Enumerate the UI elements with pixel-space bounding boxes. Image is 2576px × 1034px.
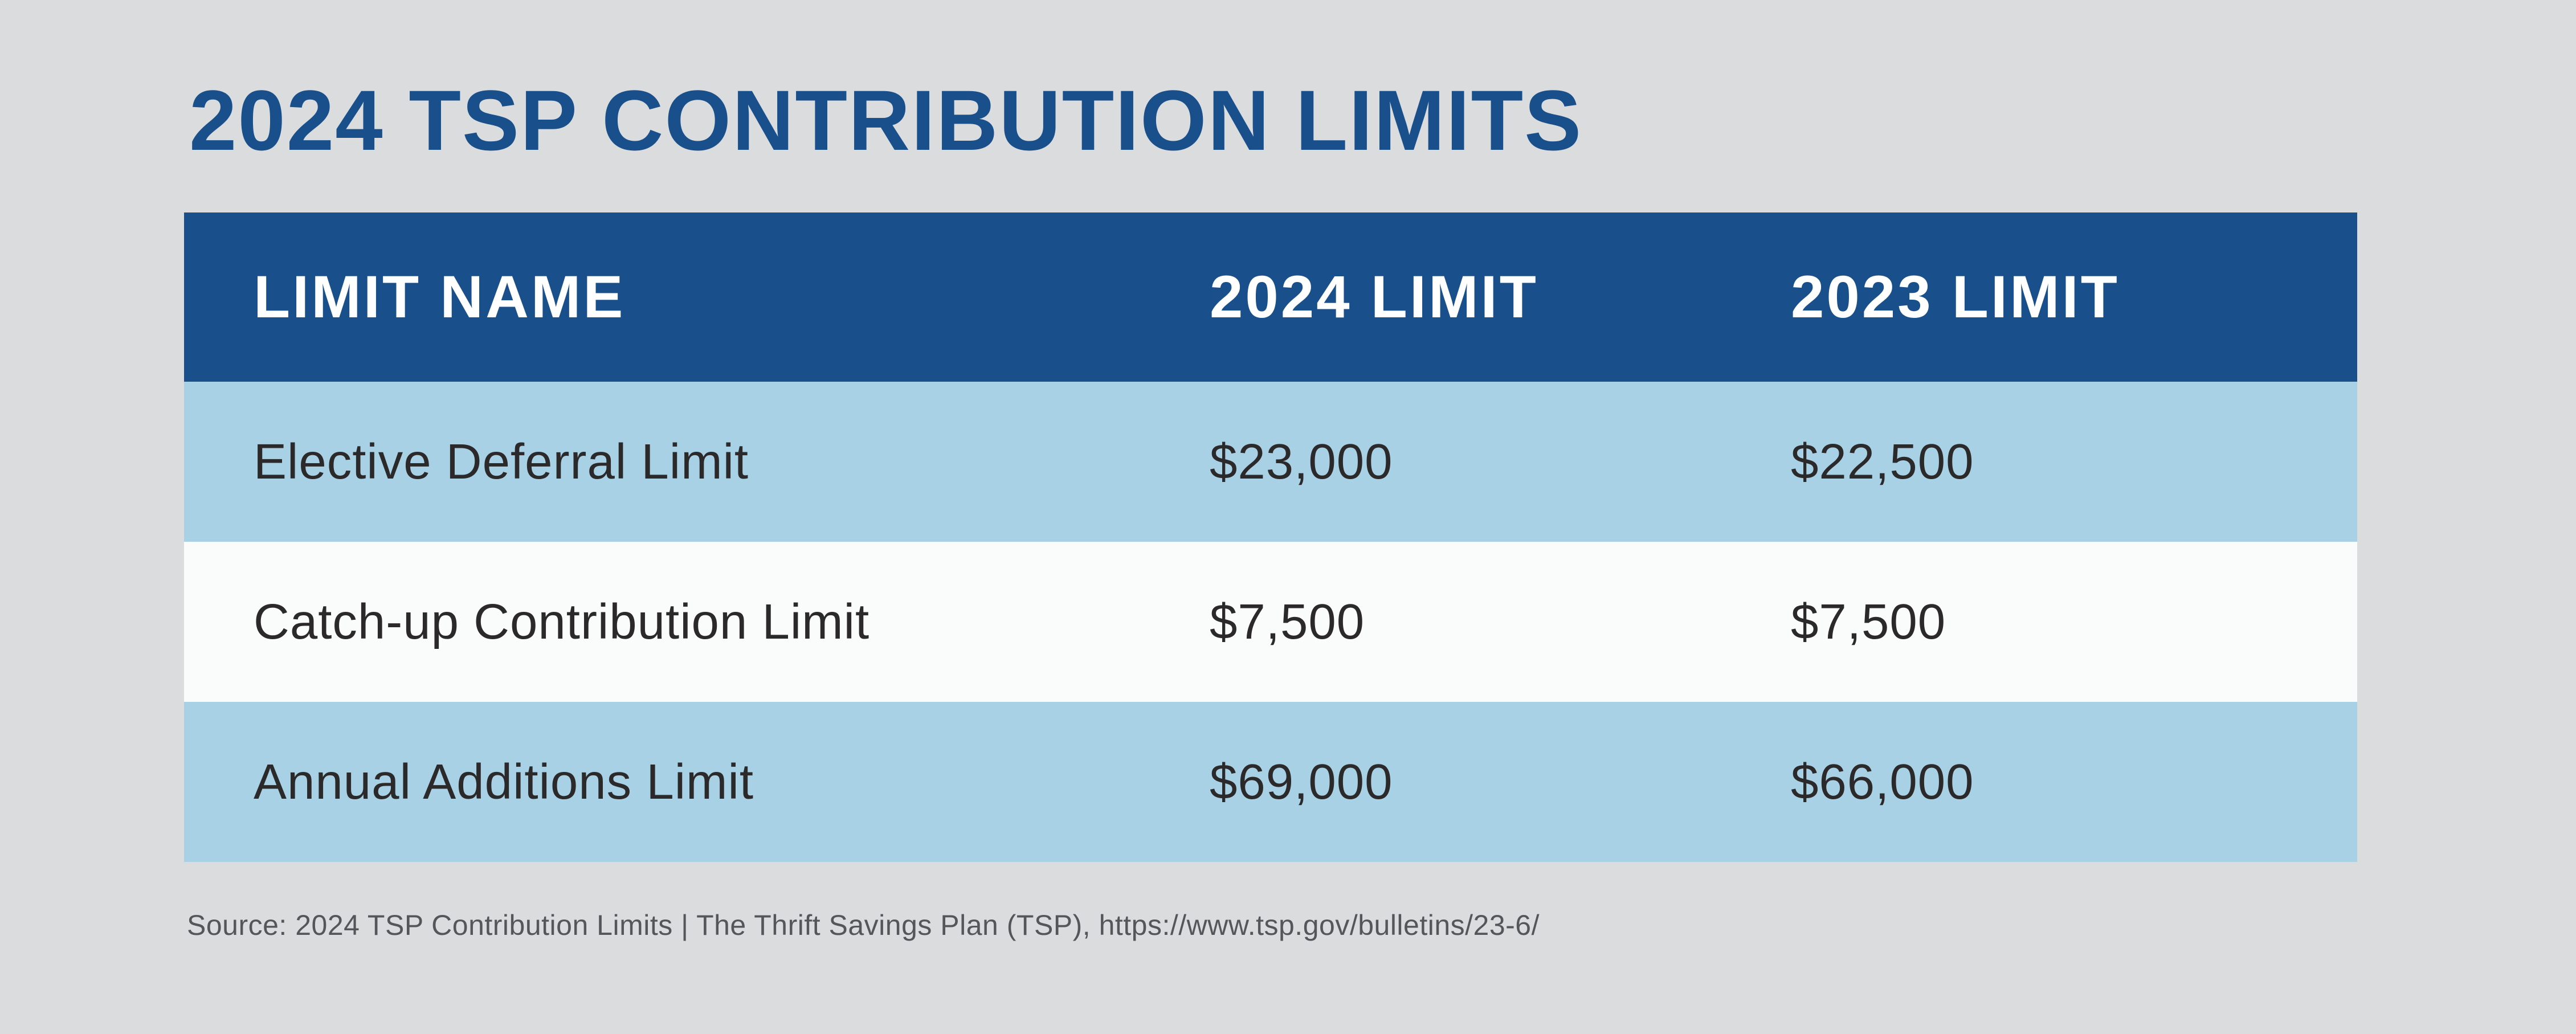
cell-2024-limit: $23,000 (1210, 434, 1393, 489)
cell-2023-limit: $7,500 (1791, 594, 1946, 649)
source-note: Source: 2024 TSP Contribution Limits | T… (187, 909, 1540, 941)
cell-2023-limit: $22,500 (1791, 434, 1974, 489)
table-row-annual-additions-limit: Annual Additions Limit $69,000 $66,000 (184, 702, 2357, 862)
table-header-row: LIMIT NAME 2024 LIMIT 2023 LIMIT (184, 212, 2357, 382)
cell-2024-limit: $69,000 (1210, 754, 1393, 810)
column-header-2024-limit: 2024 LIMIT (1210, 263, 1538, 330)
column-header-limit-name: LIMIT NAME (254, 263, 626, 330)
table-row-catch-up-contribution-limit: Catch-up Contribution Limit $7,500 $7,50… (184, 542, 2357, 702)
cell-2023-limit: $66,000 (1791, 754, 1974, 810)
cell-2024-limit: $7,500 (1210, 594, 1365, 649)
contribution-limits-table: LIMIT NAME 2024 LIMIT 2023 LIMIT Electiv… (184, 212, 2357, 862)
cell-limit-name: Annual Additions Limit (254, 754, 754, 810)
table-row-elective-deferral-limit: Elective Deferral Limit $23,000 $22,500 (184, 382, 2357, 542)
cell-limit-name: Elective Deferral Limit (254, 434, 749, 489)
page-title: 2024 TSP CONTRIBUTION LIMITS (189, 72, 1583, 168)
cell-limit-name: Catch-up Contribution Limit (254, 594, 870, 649)
column-header-2023-limit: 2023 LIMIT (1791, 263, 2120, 330)
